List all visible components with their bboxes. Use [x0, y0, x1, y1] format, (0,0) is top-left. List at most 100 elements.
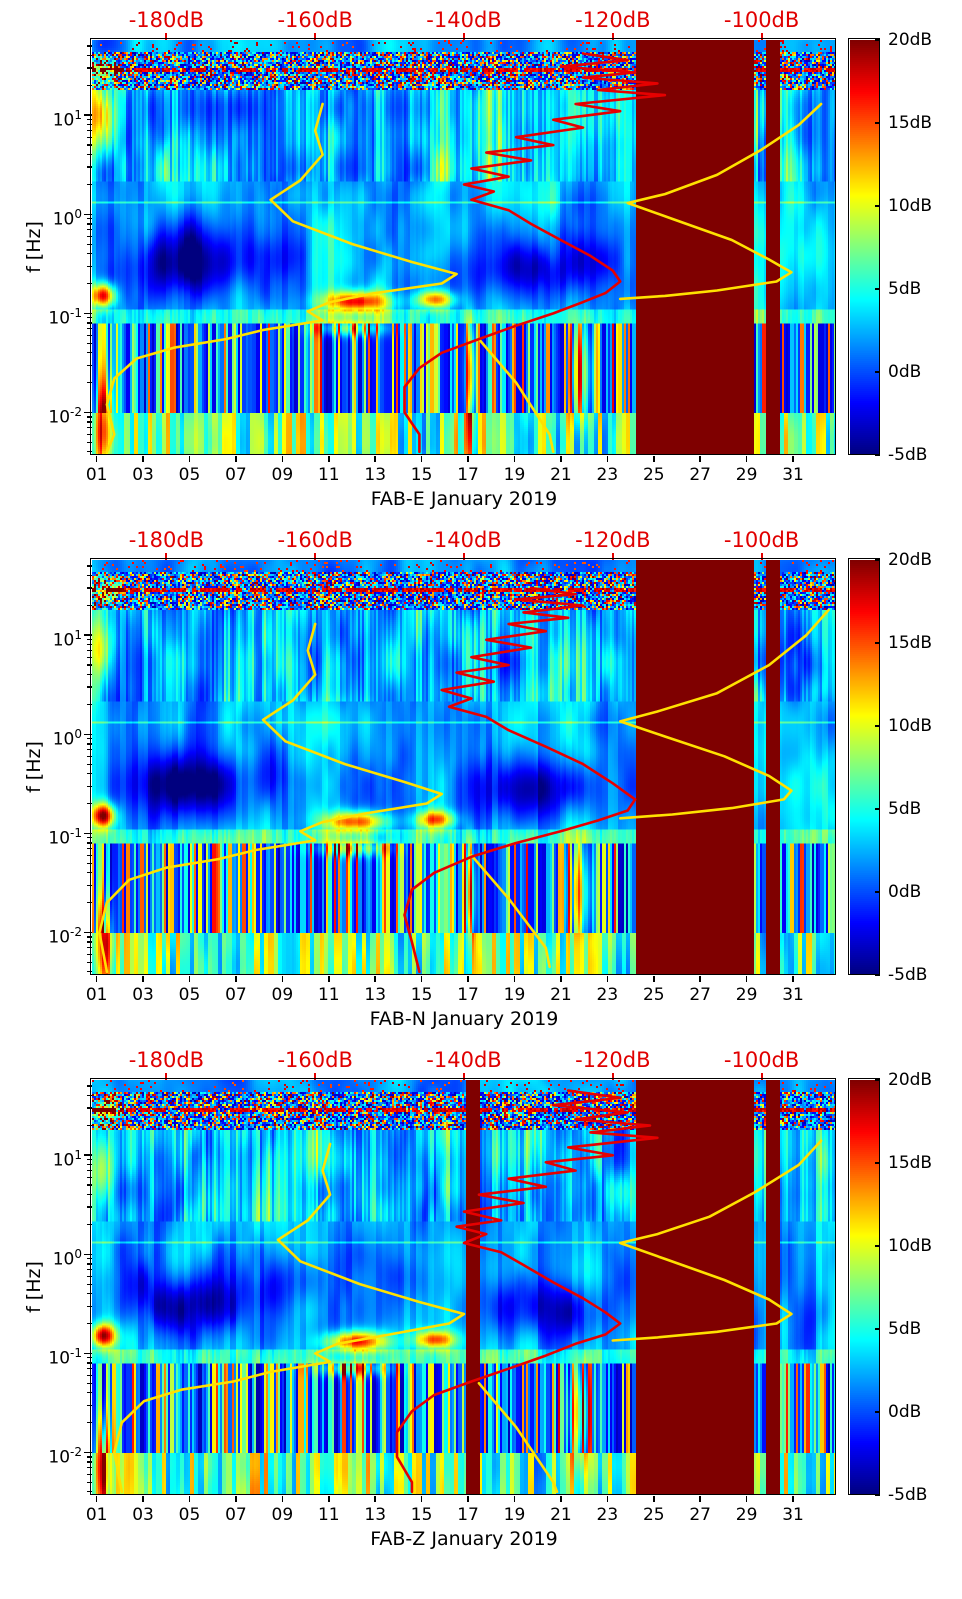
y-tick-label: 10-2 [30, 920, 82, 950]
y-tick-exponent: 1 [74, 108, 82, 123]
yellow-spectrum-line-diagonal [470, 853, 551, 969]
x-tick-label: 29 [735, 1505, 758, 1525]
y-axis-minor-tick [87, 854, 92, 856]
y-axis-label: f [Hz] [23, 1260, 45, 1313]
y-axis-minor-tick [87, 901, 92, 904]
colorbar-tick [875, 1079, 880, 1081]
top-axis-tick [314, 33, 317, 40]
x-tick-label: 31 [782, 1505, 804, 1525]
y-axis-minor-tick [87, 166, 92, 168]
y-tick-exponent: 1 [74, 1148, 82, 1163]
top-axis-tick-label: -100dB [723, 8, 800, 32]
yellow-spectrum-line [105, 102, 458, 454]
y-axis-tick [84, 213, 92, 216]
top-axis-tick [165, 1073, 168, 1080]
x-axis-tick [699, 1496, 701, 1502]
x-tick-label: 03 [132, 1505, 154, 1525]
x-tick-label: 15 [410, 465, 433, 485]
plot-area [92, 40, 836, 455]
y-axis-minor-tick [87, 416, 92, 418]
colorbar-tick-label: 5dB [888, 279, 922, 299]
top-axis-tick-label: -180dB [128, 8, 205, 32]
y-axis-tick [84, 1253, 92, 1256]
colorbar-tick [875, 1245, 880, 1247]
spectrogram-canvas [92, 560, 836, 975]
y-axis-tick [84, 1352, 92, 1355]
top-axis-tick [760, 33, 763, 40]
y-axis-minor-tick [87, 1322, 92, 1325]
y-tick-label: 10-1 [30, 301, 82, 331]
x-tick-label: 21 [550, 1505, 572, 1525]
red-spectrum-line [395, 1089, 659, 1494]
top-axis-tick [760, 553, 763, 560]
x-tick-label: 23 [596, 1505, 619, 1525]
colorbar-tick-label: 20dB [888, 1070, 933, 1090]
y-axis-minor-tick [87, 235, 92, 237]
y-axis-tick [84, 312, 92, 315]
colorbar-tick-label: 15dB [888, 113, 933, 133]
x-tick-label: 09 [271, 465, 294, 485]
x-axis-tick [420, 976, 423, 982]
colorbar-tick [875, 1411, 880, 1413]
y-axis-minor-tick [87, 55, 92, 57]
y-axis-minor-tick [87, 265, 92, 267]
colorbar-tick-label: 5dB [888, 1319, 922, 1339]
y-axis-minor-tick [87, 317, 92, 319]
y-axis-minor-tick [87, 656, 92, 658]
y-axis-minor-tick [87, 848, 92, 850]
y-axis-minor-tick [87, 381, 92, 384]
top-axis-tick-label: -160dB [277, 8, 353, 32]
x-axis-tick [95, 976, 98, 982]
y-axis-minor-tick [87, 1184, 92, 1186]
top-axis-tick-label: -140dB [426, 528, 502, 552]
y-axis-minor-tick [87, 1085, 92, 1087]
y-axis-tick [84, 114, 92, 117]
colorbar-tick [875, 974, 880, 976]
colorbar-gradient [850, 40, 880, 455]
overlay-spectra-svg [98, 586, 830, 974]
y-axis-minor-tick [87, 738, 92, 740]
colorbar-tick-label: -5dB [888, 965, 928, 985]
colorbar-tick-label: 0dB [888, 362, 922, 382]
y-tick-mantissa: 10 [52, 1249, 75, 1270]
y-axis-minor-tick [87, 441, 92, 443]
y-axis-minor-tick [87, 1275, 92, 1277]
colorbar-tick [875, 1328, 880, 1330]
colorbar-tick [875, 1162, 880, 1164]
spectrogram-panel-fab-n: -180dB -160dB -140dB -120dB -100dB 01 03 05 07 09… [0, 520, 962, 1040]
top-axis-tick [760, 1073, 763, 1080]
x-tick-label: 21 [550, 465, 572, 485]
y-axis-minor-tick [87, 124, 92, 126]
y-axis-minor-tick [87, 785, 92, 787]
y-axis-tick [84, 1451, 92, 1454]
y-axis-minor-tick [87, 639, 92, 641]
x-axis-tick [142, 456, 144, 462]
x-axis-tick [374, 976, 376, 982]
top-axis-tick [611, 553, 614, 560]
y-axis-minor-tick [87, 1176, 92, 1178]
y-axis-minor-tick [87, 1404, 92, 1406]
y-tick-label: 100 [30, 202, 82, 232]
top-axis-tick-label: -120dB [575, 528, 651, 552]
y-axis-minor-tick [87, 941, 92, 943]
x-axis-tick [327, 976, 330, 982]
y-tick-label: 101 [30, 1143, 82, 1173]
plot-area [92, 1080, 836, 1495]
x-axis-tick [281, 456, 284, 462]
y-axis-minor-tick [87, 1461, 92, 1463]
x-axis-tick [188, 976, 191, 982]
x-tick-label: 05 [178, 985, 201, 1005]
colorbar-tick [875, 642, 880, 644]
x-axis-tick [606, 456, 609, 462]
colorbar-tick-label: 20dB [888, 550, 933, 570]
x-axis-tick [188, 1496, 191, 1502]
y-tick-mantissa: 10 [48, 408, 71, 429]
y-axis-minor-tick [87, 130, 92, 132]
top-axis-tick-label: -100dB [723, 1048, 800, 1072]
x-tick-label: 23 [596, 465, 619, 485]
y-tick-mantissa: 10 [52, 1150, 75, 1171]
x-axis-label: FAB-N January 2019 [369, 1008, 559, 1030]
y-axis-minor-tick [87, 1258, 92, 1260]
y-axis-minor-tick [87, 1473, 92, 1475]
y-axis-minor-tick [87, 334, 92, 336]
